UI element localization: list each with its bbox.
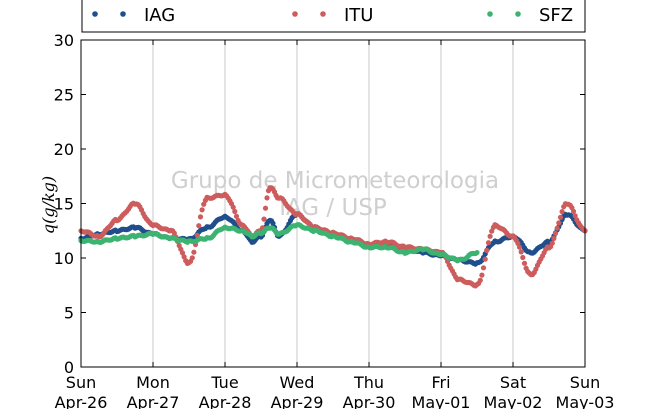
data-point — [201, 201, 207, 207]
data-point — [485, 240, 492, 246]
x-tick-label-day: Mon — [136, 373, 170, 392]
x-tick-label-date: Apr-27 — [127, 393, 180, 409]
data-point — [552, 230, 559, 236]
x-grid — [152, 40, 514, 367]
y-tick-label: 0 — [64, 358, 74, 377]
watermark-line-1: Grupo de Micrometeorologia — [171, 168, 499, 194]
data-point — [484, 247, 490, 253]
legend-label-itu: ITU — [344, 5, 373, 26]
legend: IAG ITU SFZ — [81, 0, 586, 33]
data-points — [78, 185, 588, 289]
data-point — [572, 213, 578, 219]
data-point — [556, 220, 562, 226]
data-point — [196, 223, 202, 229]
x-tick-label-day: Tue — [210, 373, 238, 392]
x-tick-label-date: Apr-28 — [199, 393, 252, 409]
data-point — [551, 235, 557, 241]
data-point — [559, 209, 565, 215]
data-point — [191, 249, 197, 255]
data-point — [479, 272, 485, 278]
x-tick-label-day: Wed — [280, 373, 315, 392]
legend-marker — [320, 11, 326, 17]
data-point — [232, 208, 238, 215]
x-tick-label-day: Thu — [353, 373, 384, 392]
y-tick-label: 10 — [54, 249, 74, 268]
y-axis: 0 5 10 15 20 25 30 — [54, 31, 585, 377]
data-point — [233, 213, 240, 219]
y-tick-label: 25 — [54, 86, 74, 105]
data-point — [197, 214, 204, 220]
data-point — [570, 208, 577, 214]
x-tick-label-date: May-03 — [556, 393, 615, 409]
data-point — [179, 250, 186, 256]
x-axis: SunApr-26MonApr-27TueApr-28WedApr-29ThuA… — [55, 40, 615, 409]
data-point — [230, 204, 236, 210]
x-tick-label-day: Sat — [500, 373, 526, 392]
legend-marker — [120, 11, 126, 17]
y-tick-label: 30 — [54, 31, 74, 50]
data-point — [171, 230, 177, 236]
y-axis-label: q(g/kg) — [39, 176, 58, 234]
legend-marker — [92, 11, 98, 17]
data-point — [262, 205, 269, 211]
data-point — [264, 195, 270, 201]
y-tick-label: 15 — [54, 195, 74, 214]
data-point — [487, 233, 493, 239]
data-point — [199, 207, 205, 213]
x-tick-label-date: Apr-30 — [343, 393, 396, 409]
y-tick-label: 5 — [64, 304, 74, 323]
series-sfz — [78, 222, 480, 264]
data-point — [482, 256, 488, 262]
x-tick-label-day: Sun — [66, 373, 96, 392]
data-point — [518, 249, 524, 255]
data-point — [516, 244, 523, 250]
data-point — [480, 265, 487, 271]
x-tick-label-day: Sun — [570, 373, 600, 392]
data-point — [520, 254, 526, 261]
x-tick-label-date: May-01 — [412, 393, 471, 409]
data-point — [189, 255, 195, 261]
legend-frame — [81, 0, 586, 33]
legend-label-iag: IAG — [144, 5, 175, 26]
data-point — [474, 249, 480, 256]
legend-label-sfz: SFZ — [539, 5, 573, 26]
legend-marker — [487, 11, 493, 17]
legend-marker — [515, 11, 521, 17]
data-point — [521, 260, 528, 266]
data-point — [554, 225, 560, 231]
data-point — [557, 214, 564, 220]
legend-marker — [292, 11, 298, 17]
x-tick-label-date: May-02 — [484, 393, 543, 409]
y-tick-label: 20 — [54, 140, 74, 159]
x-tick-label-day: Fri — [431, 373, 450, 392]
x-tick-label-date: Apr-26 — [55, 393, 108, 409]
data-point — [194, 232, 200, 238]
data-point — [261, 216, 267, 222]
x-tick-label-date: Apr-29 — [271, 393, 324, 409]
data-point — [549, 240, 555, 246]
data-point — [477, 277, 483, 283]
data-point — [270, 220, 276, 226]
